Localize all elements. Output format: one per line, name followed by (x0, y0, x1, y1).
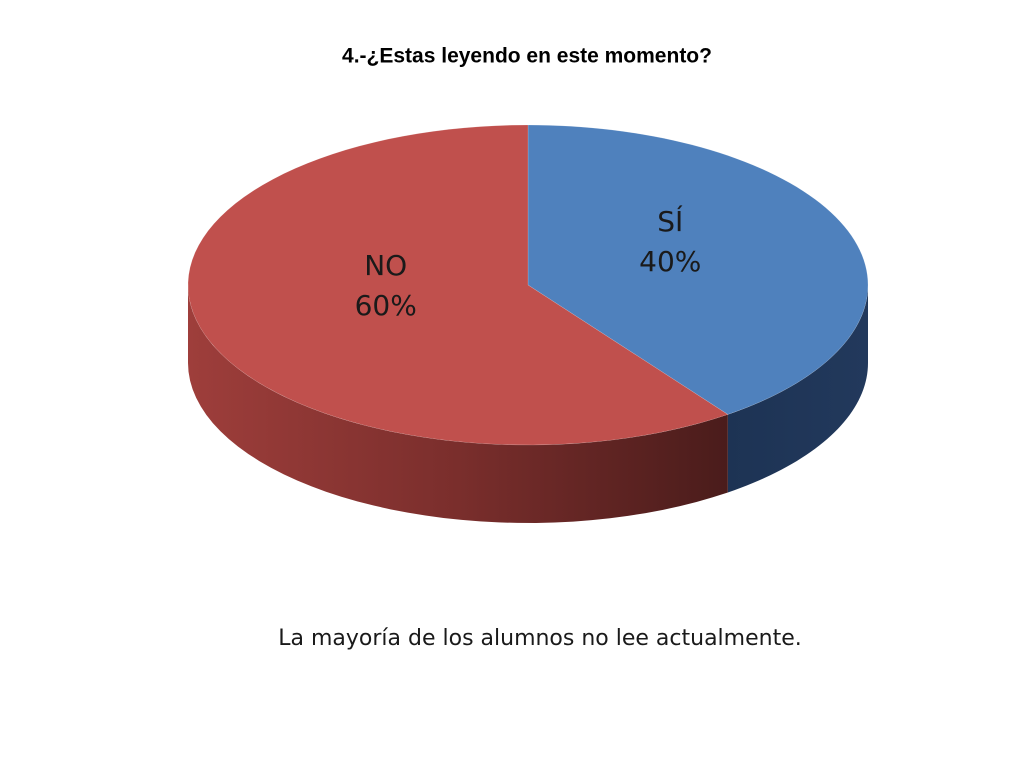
slice-label: SÍ (657, 204, 683, 238)
value-label: 40% (639, 245, 701, 278)
slice (527, 124, 869, 415)
chart-title: 4.-¿Estas leyendo en este momento? (342, 45, 712, 68)
value-label: 60% (355, 289, 417, 322)
slice-label: NO (364, 249, 407, 282)
slice (187, 124, 729, 446)
pie (187, 124, 869, 523)
slice-side (188, 285, 728, 523)
annotation: La mayoría de los alumnos no lee actualm… (278, 626, 801, 651)
slice-side (727, 285, 868, 493)
